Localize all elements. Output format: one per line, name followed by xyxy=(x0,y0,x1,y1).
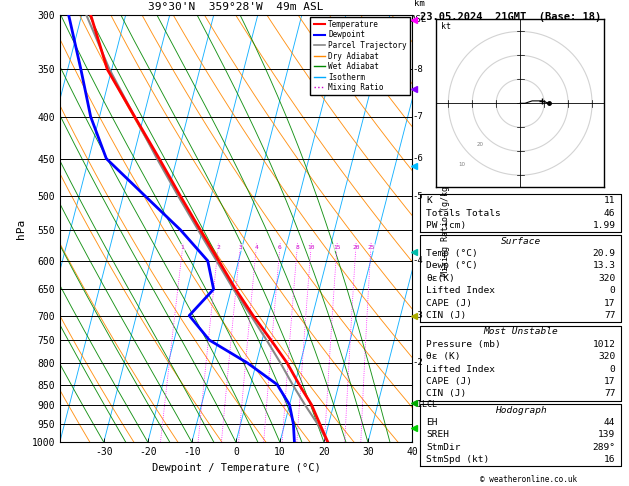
Text: 46: 46 xyxy=(604,208,615,218)
Text: Temp (°C): Temp (°C) xyxy=(426,249,478,258)
Text: 17: 17 xyxy=(604,299,615,308)
Text: kt: kt xyxy=(441,22,451,31)
Text: 8: 8 xyxy=(296,245,299,250)
Text: © weatheronline.co.uk: © weatheronline.co.uk xyxy=(480,474,577,484)
Text: θε (K): θε (K) xyxy=(426,352,460,361)
Text: CAPE (J): CAPE (J) xyxy=(426,299,472,308)
Text: 139: 139 xyxy=(598,431,615,439)
Text: Hodograph: Hodograph xyxy=(495,405,547,415)
Text: 77: 77 xyxy=(604,389,615,399)
Text: Dewp (°C): Dewp (°C) xyxy=(426,261,478,271)
Text: 10: 10 xyxy=(308,245,314,250)
Text: 20.9: 20.9 xyxy=(593,249,615,258)
Text: ASL: ASL xyxy=(411,15,427,24)
Text: 1.99: 1.99 xyxy=(593,221,615,230)
Text: 0: 0 xyxy=(610,286,615,295)
Text: -7: -7 xyxy=(413,112,423,122)
Text: 3: 3 xyxy=(238,245,242,250)
Text: Pressure (mb): Pressure (mb) xyxy=(426,340,501,349)
Text: 17: 17 xyxy=(604,377,615,386)
Text: CIN (J): CIN (J) xyxy=(426,389,467,399)
Text: 23.05.2024  21GMT  (Base: 18): 23.05.2024 21GMT (Base: 18) xyxy=(420,12,601,22)
Text: SREH: SREH xyxy=(426,431,449,439)
Text: Lifted Index: Lifted Index xyxy=(426,364,495,374)
Text: 20: 20 xyxy=(352,245,360,250)
Text: Totals Totals: Totals Totals xyxy=(426,208,501,218)
Text: -8: -8 xyxy=(413,65,423,74)
Text: 16: 16 xyxy=(604,455,615,464)
Text: Mixing Ratio (g/kg): Mixing Ratio (g/kg) xyxy=(441,181,450,276)
Text: 320: 320 xyxy=(598,352,615,361)
Text: Most Unstable: Most Unstable xyxy=(484,327,558,336)
Text: 2: 2 xyxy=(216,245,220,250)
Text: 77: 77 xyxy=(604,311,615,320)
Text: PW (cm): PW (cm) xyxy=(426,221,467,230)
Text: Surface: Surface xyxy=(501,237,541,245)
Text: -6: -6 xyxy=(413,154,423,163)
Text: StmDir: StmDir xyxy=(426,443,460,452)
Text: θε(K): θε(K) xyxy=(426,274,455,283)
Text: Lifted Index: Lifted Index xyxy=(426,286,495,295)
Text: -2: -2 xyxy=(413,359,423,367)
X-axis label: Dewpoint / Temperature (°C): Dewpoint / Temperature (°C) xyxy=(152,463,320,473)
Text: 4: 4 xyxy=(254,245,258,250)
Text: km: km xyxy=(414,0,425,8)
Text: 44: 44 xyxy=(604,418,615,427)
Text: 15: 15 xyxy=(333,245,341,250)
Text: 10: 10 xyxy=(458,161,465,167)
Title: 39°30'N  359°28'W  49m ASL: 39°30'N 359°28'W 49m ASL xyxy=(148,2,324,13)
Text: 11: 11 xyxy=(604,196,615,205)
Text: 25: 25 xyxy=(367,245,375,250)
Text: 1012: 1012 xyxy=(593,340,615,349)
Text: 6: 6 xyxy=(278,245,282,250)
Text: 289°: 289° xyxy=(593,443,615,452)
Text: CIN (J): CIN (J) xyxy=(426,311,467,320)
Text: StmSpd (kt): StmSpd (kt) xyxy=(426,455,489,464)
Text: -1LCL: -1LCL xyxy=(413,400,438,409)
Text: K: K xyxy=(426,196,432,205)
Text: -4: -4 xyxy=(413,256,423,265)
Text: 20: 20 xyxy=(477,142,484,147)
Text: CAPE (J): CAPE (J) xyxy=(426,377,472,386)
Text: 13.3: 13.3 xyxy=(593,261,615,271)
Text: -5: -5 xyxy=(413,191,423,201)
Text: -3: -3 xyxy=(413,311,423,320)
Text: EH: EH xyxy=(426,418,438,427)
Text: 0: 0 xyxy=(610,364,615,374)
Legend: Temperature, Dewpoint, Parcel Trajectory, Dry Adiabat, Wet Adiabat, Isotherm, Mi: Temperature, Dewpoint, Parcel Trajectory… xyxy=(311,17,409,95)
Text: 1: 1 xyxy=(181,245,184,250)
Text: 320: 320 xyxy=(598,274,615,283)
Y-axis label: hPa: hPa xyxy=(16,218,26,239)
